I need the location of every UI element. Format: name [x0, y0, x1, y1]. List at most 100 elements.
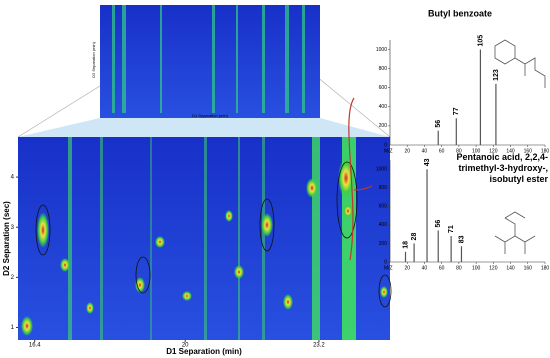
streak — [204, 137, 207, 340]
y-tick-label: 600 — [379, 85, 388, 91]
structure — [494, 39, 546, 88]
streak — [302, 5, 305, 113]
streak — [238, 137, 240, 340]
main-chromatogram: 16.4 20 23.2 1 2 3 4 D1 Separation (min) D2 Sepa… — [2, 137, 392, 356]
spectrum: 0 200 400 600 800 1000 20 40 60 80 100 120 140 160 180… — [376, 8, 550, 154]
x-tick-label: 120 — [489, 265, 498, 271]
x-tick-label: 140 — [506, 265, 515, 271]
streak — [212, 5, 215, 113]
peak-spot — [21, 316, 33, 336]
streak — [285, 5, 289, 113]
y-tick-label: 400 — [379, 222, 388, 228]
peak-label: 77 — [453, 107, 460, 115]
x-tick-label: 60 — [439, 148, 445, 154]
x-tick-label: 180 — [541, 265, 550, 271]
peak-spot — [306, 178, 318, 198]
streak — [150, 137, 152, 340]
y-tick-label: 200 — [379, 123, 388, 129]
x-tick-label: 20 — [404, 148, 410, 154]
peak-label: 71 — [448, 225, 455, 233]
inset-plot — [100, 5, 320, 118]
peak-spot — [283, 294, 293, 310]
y-tick-label: 2 — [11, 275, 15, 281]
streak — [68, 137, 72, 340]
peak-spot — [343, 204, 353, 218]
peak-spot — [182, 291, 192, 301]
streak — [262, 5, 265, 113]
peak-label: 28 — [411, 233, 418, 241]
x-tick-label: 100 — [472, 148, 481, 154]
peak-spot — [338, 158, 354, 198]
x-tick-label: 160 — [524, 265, 533, 271]
y-tick-label: 3 — [11, 225, 15, 231]
peak-label: 105 — [477, 35, 484, 47]
y-tick-label: 800 — [379, 66, 388, 72]
x-axis-label: M/Z — [384, 148, 393, 154]
spectrum-title: Butyl benzoate — [428, 8, 492, 18]
y-tick-label: 400 — [379, 104, 388, 110]
arrow — [353, 185, 373, 191]
structure — [494, 211, 536, 254]
streak — [262, 137, 265, 340]
inset-chromatogram: D2 Separation (min) D1 Separation (min) — [91, 5, 320, 118]
peak-outline — [35, 204, 51, 256]
peak-outline — [135, 256, 151, 294]
streak — [112, 5, 115, 113]
peak-label: 56 — [435, 120, 442, 128]
x-axis-label: M/Z — [384, 265, 393, 271]
streak — [100, 137, 103, 340]
y-tick-label: 0 — [384, 259, 387, 265]
x-tick-label: 16.4 — [29, 343, 41, 349]
peak-label: 83 — [458, 235, 465, 243]
peak-spot — [380, 286, 388, 298]
peak-spot — [86, 302, 94, 314]
inset-x-label: D1 Separation (min) — [192, 113, 228, 118]
x-tick-label: 140 — [506, 148, 515, 154]
x-tick-label: 100 — [472, 265, 481, 271]
streak — [312, 137, 320, 340]
x-tick-label: 80 — [456, 265, 462, 271]
y-axis-label: D2 Separation (sec) — [2, 201, 11, 276]
x-tick-label: 120 — [489, 148, 498, 154]
peak-spot — [234, 265, 244, 279]
peak-spot — [37, 212, 49, 248]
y-tick-label: 800 — [379, 185, 388, 191]
spectrum: 0 200 400 600 800 1000 20 40 60 80 100 120 140 160 180… — [376, 158, 550, 271]
x-tick-label: 80 — [456, 148, 462, 154]
y-tick-label: 600 — [379, 204, 388, 210]
peak-label: 18 — [402, 241, 409, 249]
spectrum-title: Pentanoic acid, 2,2,4-trimethyl-3-hydrox… — [456, 152, 548, 184]
y-tick-label: 4 — [11, 175, 15, 181]
y-tick-label: 1000 — [376, 47, 387, 53]
y-tick-label: 1 — [11, 325, 15, 331]
x-tick-label: 60 — [439, 265, 445, 271]
arrow — [348, 97, 355, 261]
x-tick-label: 20 — [404, 265, 410, 271]
y-tick-label: 1000 — [376, 167, 387, 173]
inset-y-label: D2 Separation (min) — [91, 41, 96, 77]
peak-spot — [261, 213, 273, 237]
streak — [236, 5, 238, 113]
x-tick-label: 20 — [182, 343, 189, 349]
zoom-funnel — [18, 118, 390, 137]
x-tick-label: 160 — [524, 148, 533, 154]
streak — [122, 5, 126, 113]
peak-spot — [225, 210, 233, 222]
peak-label: 43 — [424, 158, 431, 166]
peak-spot — [135, 277, 145, 293]
peak-outline — [336, 161, 358, 239]
y-tick-label: 200 — [379, 241, 388, 247]
x-tick-label: 180 — [541, 148, 550, 154]
peak-outline — [259, 198, 275, 252]
y-tick-label: 0 — [384, 142, 387, 148]
x-axis-label: D1 Separation (min) — [166, 347, 242, 356]
streak — [160, 5, 162, 113]
peak-spot — [155, 236, 165, 248]
x-tick-label: 40 — [422, 148, 428, 154]
peak-outline — [378, 274, 392, 308]
x-tick-label: 40 — [422, 265, 428, 271]
x-tick-label: 23.2 — [313, 343, 325, 349]
peak-label: 56 — [435, 220, 442, 228]
